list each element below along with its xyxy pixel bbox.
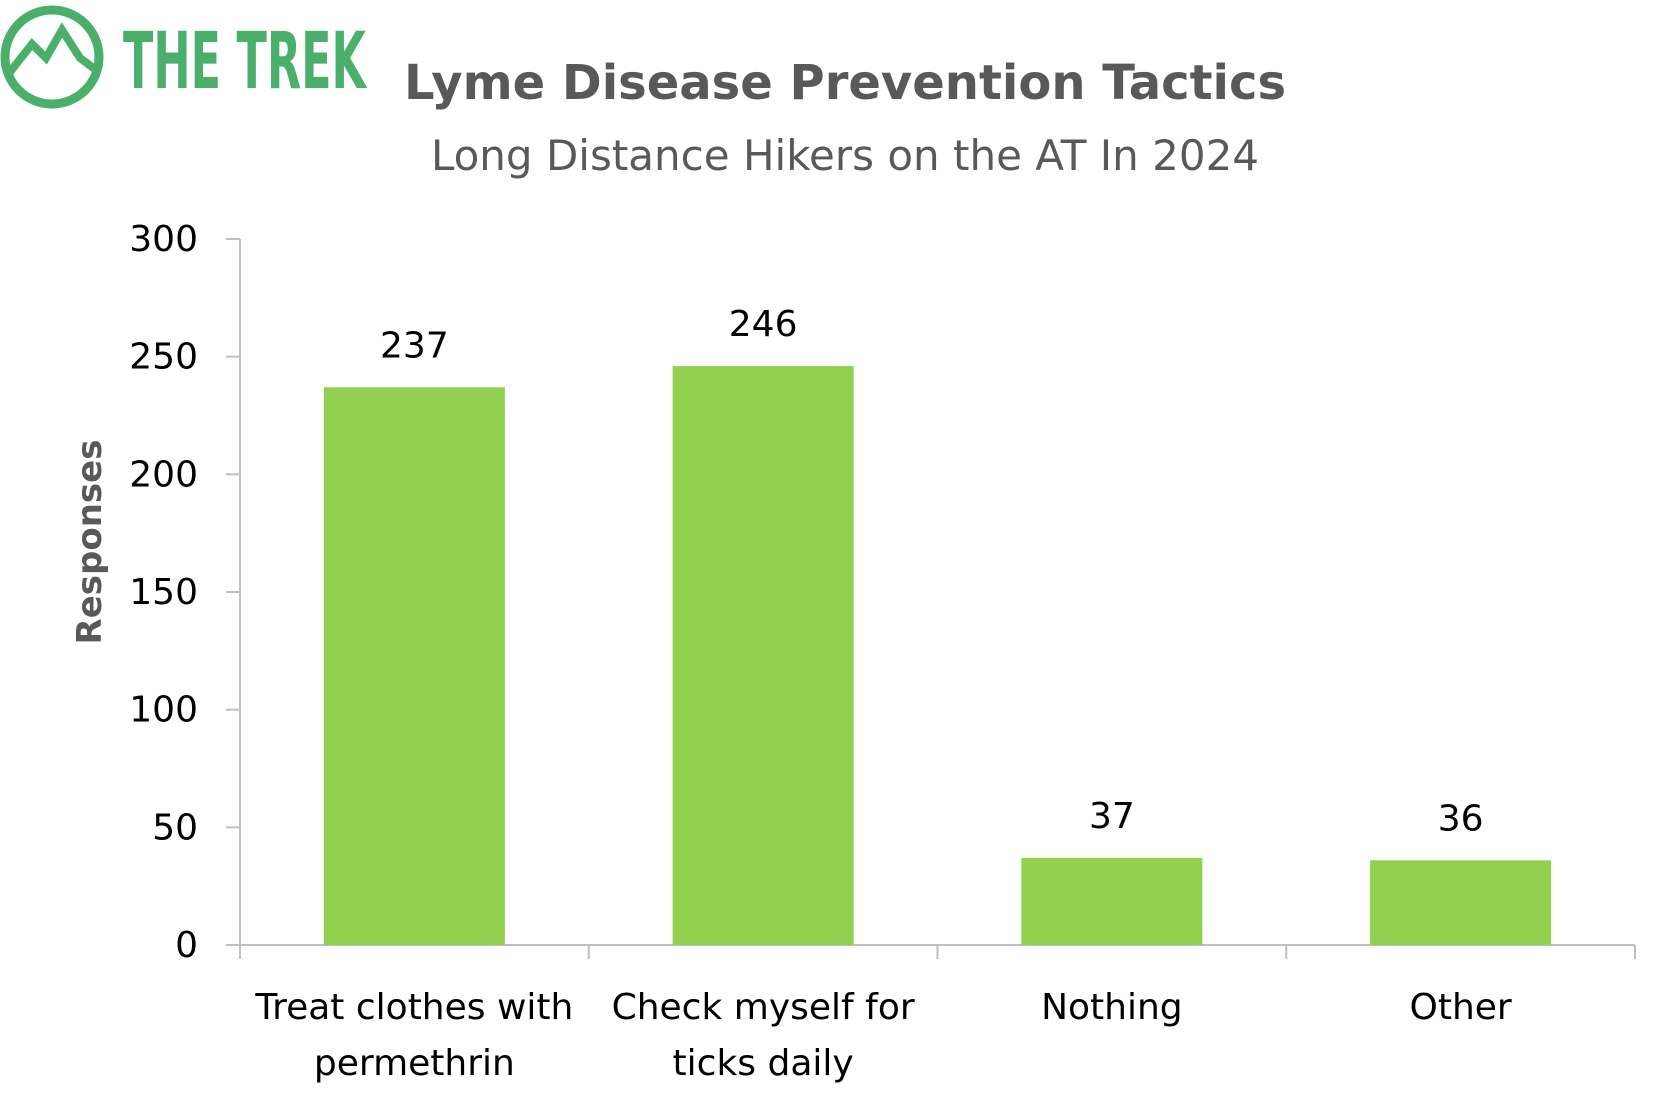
data-label: 237 — [380, 325, 449, 366]
data-label: 37 — [1089, 796, 1135, 837]
data-label: 36 — [1438, 798, 1484, 839]
x-axis-ticks — [239, 945, 1636, 959]
chart-subtitle: Long Distance Hikers on the AT In 2024 — [431, 131, 1259, 180]
y-tick-label: 100 — [129, 690, 198, 731]
brand-logo: THE TREK — [0, 5, 367, 109]
bar — [1370, 860, 1552, 945]
bar — [672, 366, 854, 946]
bars — [323, 366, 1552, 946]
data-labels: 237 246 37 36 — [380, 304, 1484, 839]
brand-name: THE TREK — [123, 17, 367, 107]
bar — [323, 387, 505, 945]
y-axis-ticks: 0 50 100 150 200 250 300 — [129, 219, 240, 966]
category-labels: Treat clothes with permethrin Check myself… — [254, 987, 1512, 1084]
y-tick-label: 250 — [129, 337, 198, 378]
category-label: Treat clothes with permethrin — [254, 987, 573, 1084]
y-tick-label: 300 — [129, 219, 198, 260]
y-tick-label: 200 — [129, 454, 198, 495]
category-label: Check myself for ticks daily — [612, 987, 915, 1084]
y-axis-label: Responses — [70, 440, 110, 645]
data-label: 246 — [729, 304, 798, 345]
bar — [1021, 857, 1203, 945]
category-label: Other — [1410, 987, 1512, 1028]
y-tick-label: 50 — [152, 807, 198, 848]
mountain-circle-logo-icon — [0, 5, 104, 109]
category-label: Nothing — [1041, 987, 1183, 1028]
chart-title: Lyme Disease Prevention Tactics — [404, 55, 1286, 111]
y-tick-label: 150 — [129, 572, 198, 613]
y-tick-label: 0 — [175, 925, 198, 966]
